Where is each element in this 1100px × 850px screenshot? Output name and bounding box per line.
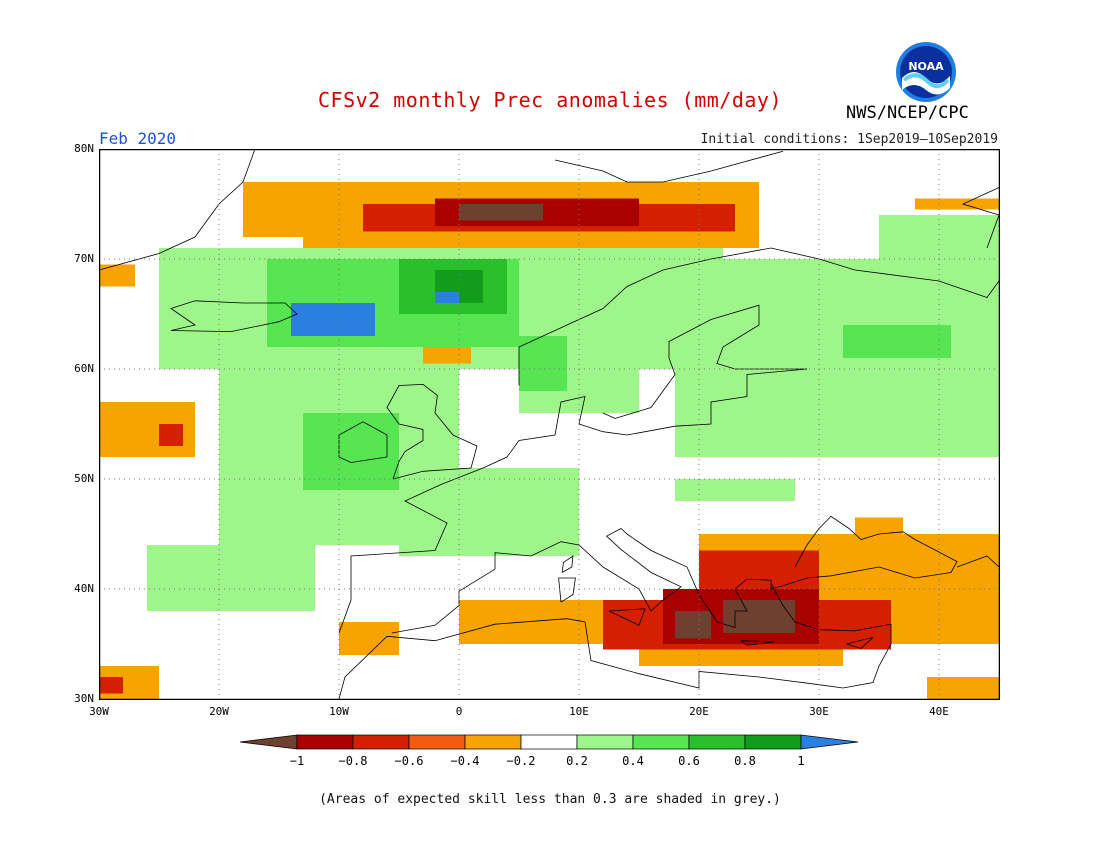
coastline bbox=[602, 304, 807, 419]
coastline bbox=[338, 368, 808, 634]
coastline bbox=[961, 187, 1000, 249]
colorbar-label: −0.2 bbox=[507, 754, 536, 768]
longitude-label: 20E bbox=[689, 705, 709, 718]
colorbar-swatch bbox=[744, 734, 802, 750]
precip-anomaly-map bbox=[99, 149, 1000, 700]
longitude-label: 10W bbox=[329, 705, 349, 718]
anomaly-region bbox=[147, 545, 315, 611]
coastline bbox=[956, 555, 1000, 568]
colorbar-swatch bbox=[800, 734, 859, 750]
noaa-logo-icon: NOAA bbox=[896, 42, 956, 102]
noaa-logo-text: NOAA bbox=[908, 60, 944, 73]
colorbar-label: 0.4 bbox=[622, 754, 644, 768]
coastlines bbox=[99, 149, 1000, 700]
latitude-label: 30N bbox=[74, 692, 94, 705]
colorbar-swatch bbox=[408, 734, 466, 750]
coastline bbox=[99, 149, 256, 271]
coastline bbox=[338, 583, 892, 700]
anomaly-region bbox=[99, 677, 123, 694]
coastline bbox=[558, 577, 576, 603]
colorbar-label: −0.4 bbox=[451, 754, 480, 768]
colorbar-swatch bbox=[296, 734, 354, 750]
anomaly-region bbox=[723, 600, 795, 633]
coastline bbox=[740, 640, 775, 646]
anomaly-region bbox=[843, 325, 951, 358]
longitude-label: 0 bbox=[455, 705, 463, 718]
coastline bbox=[794, 515, 958, 579]
longitude-label: 20W bbox=[209, 705, 229, 718]
anomaly-region bbox=[291, 303, 375, 336]
coastline bbox=[518, 247, 1000, 386]
coastline bbox=[608, 608, 646, 626]
longitude-label: 10E bbox=[569, 705, 589, 718]
anomaly-region bbox=[99, 264, 135, 287]
colorbar-label: 0.6 bbox=[678, 754, 700, 768]
anomaly-region bbox=[435, 292, 459, 303]
colorbar-swatch bbox=[632, 734, 690, 750]
colorbar-swatch bbox=[520, 734, 578, 750]
anomaly-region bbox=[675, 611, 711, 639]
colorbar-label: 0.2 bbox=[566, 754, 588, 768]
colorbar-swatch bbox=[576, 734, 634, 750]
coastline bbox=[554, 150, 784, 183]
anomaly-region bbox=[339, 622, 399, 655]
colorbar-label: 1 bbox=[797, 754, 804, 768]
colorbar-swatch bbox=[688, 734, 746, 750]
coastline bbox=[386, 383, 478, 480]
latitude-label: 80N bbox=[74, 142, 94, 155]
coastline bbox=[561, 555, 574, 573]
longitude-label: 30E bbox=[809, 705, 829, 718]
anomaly-region bbox=[855, 517, 903, 534]
latitude-label: 50N bbox=[74, 472, 94, 485]
anomaly-region bbox=[675, 479, 795, 501]
colorbar-label: −0.6 bbox=[395, 754, 424, 768]
colorbar-swatch bbox=[239, 734, 298, 750]
colorbar-label: −1 bbox=[290, 754, 304, 768]
anomaly-region bbox=[915, 198, 999, 210]
anomaly-region bbox=[459, 204, 543, 221]
anomaly-region bbox=[519, 336, 567, 391]
coastline bbox=[170, 300, 298, 333]
colorbar-label: −0.8 bbox=[339, 754, 368, 768]
longitude-label: 30W bbox=[89, 705, 109, 718]
map-title: CFSv2 monthly Prec anomalies (mm/day) bbox=[317, 88, 783, 112]
skill-footnote: (Areas of expected skill less than 0.3 a… bbox=[319, 792, 781, 807]
anomaly-region bbox=[879, 215, 999, 292]
colorbar-swatch bbox=[352, 734, 410, 750]
map-frame bbox=[99, 149, 1000, 700]
anomaly-region bbox=[423, 347, 471, 364]
agency-label: NWS/NCEP/CPC bbox=[846, 103, 969, 123]
longitude-label: 40E bbox=[929, 705, 949, 718]
anomaly-region bbox=[303, 413, 399, 490]
coastline bbox=[846, 637, 874, 649]
colorbar: −1 −0.8 −0.6 −0.4 −0.2 0.2 0.4 0.6 0.8 1 bbox=[239, 734, 859, 768]
colorbar-swatch bbox=[464, 734, 522, 750]
latitude-label: 60N bbox=[74, 362, 94, 375]
anomaly-shading bbox=[99, 182, 999, 699]
latitude-label: 70N bbox=[74, 252, 94, 265]
anomaly-region bbox=[159, 424, 183, 446]
colorbar-label: 0.8 bbox=[734, 754, 756, 768]
anomaly-region bbox=[927, 677, 999, 699]
forecast-month: Feb 2020 bbox=[99, 129, 177, 148]
graticule bbox=[99, 149, 999, 699]
coastline bbox=[391, 528, 808, 634]
initial-conditions: Initial conditions: 1Sep2019–10Sep2019 bbox=[700, 132, 998, 147]
latitude-label: 40N bbox=[74, 582, 94, 595]
anomaly-region bbox=[399, 468, 579, 556]
